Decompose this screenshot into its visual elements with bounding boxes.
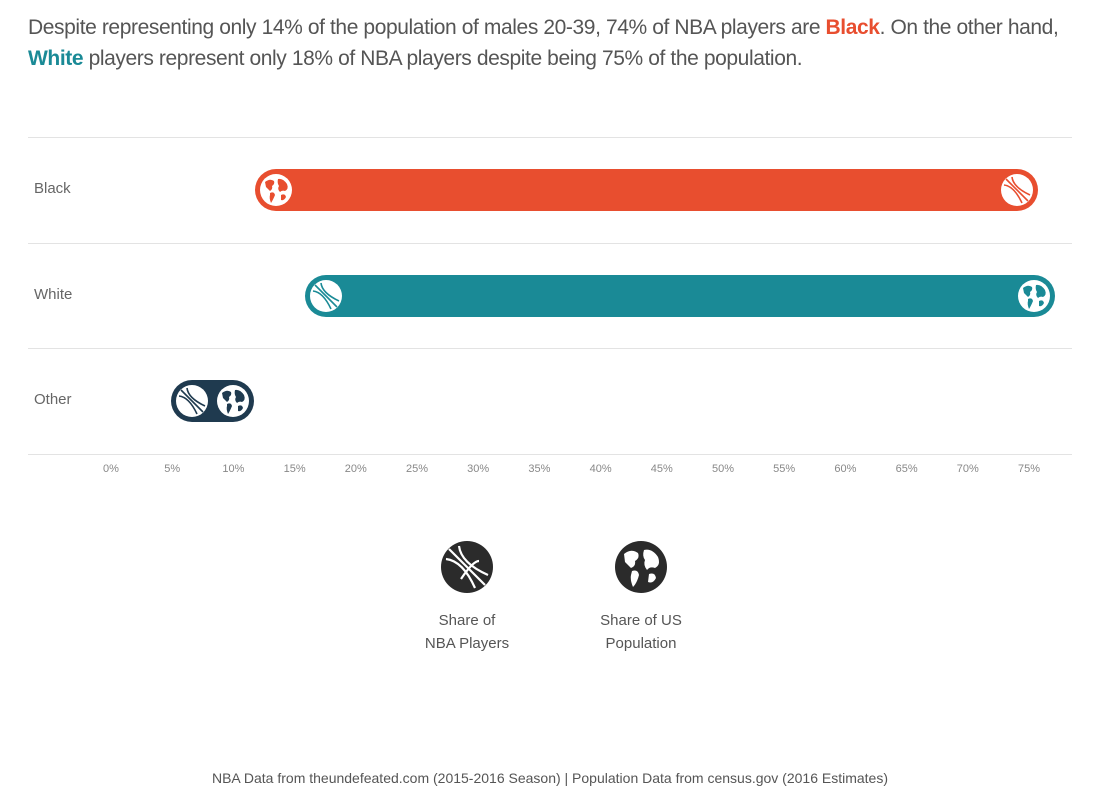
- basketball-icon: [441, 541, 493, 593]
- legend-pop-line1: Share of US: [600, 612, 682, 629]
- row-separator: [28, 243, 1072, 244]
- x-tick-label: 75%: [1017, 463, 1041, 475]
- range-bar-black: [255, 169, 1038, 211]
- x-tick-label: 45%: [650, 463, 673, 475]
- population-share-marker-black: [259, 173, 293, 207]
- legend-nba-players: Share of NBA Players: [387, 540, 547, 655]
- row-label-white: White: [34, 286, 73, 303]
- population-share-marker-other: [216, 384, 250, 418]
- x-tick-label: 70%: [956, 463, 979, 475]
- chart-headline: Despite representing only 14% of the pop…: [28, 12, 1078, 74]
- x-tick-label: 30%: [467, 463, 490, 475]
- row-label-black: Black: [34, 180, 71, 197]
- row-label-other: Other: [34, 391, 72, 408]
- row-separator: [28, 137, 1072, 138]
- x-tick-label: 50%: [711, 463, 735, 475]
- nba-share-marker-black: [1000, 173, 1034, 207]
- x-tick-label: 20%: [344, 463, 367, 475]
- range-bar-white: [305, 275, 1055, 317]
- legend-nba-line2: NBA Players: [424, 635, 510, 652]
- population-share-marker-white: [1017, 279, 1051, 313]
- x-tick-label: 5%: [164, 463, 181, 475]
- headline-black-word: Black: [825, 16, 880, 39]
- x-tick-label: 55%: [773, 463, 796, 475]
- legend-nba-line1: Share of: [438, 612, 496, 629]
- headline-part2: . On the other hand,: [879, 16, 1059, 39]
- row-separator: [28, 454, 1072, 455]
- nba-share-marker-other: [175, 384, 209, 418]
- x-tick-label: 0%: [103, 463, 119, 475]
- x-tick-label: 10%: [222, 463, 245, 475]
- headline-white-word: White: [28, 47, 84, 70]
- row-separator: [28, 348, 1072, 349]
- x-tick-label: 40%: [589, 463, 612, 475]
- headline-part1: Despite representing only 14% of the pop…: [28, 16, 826, 39]
- nba-share-marker-white: [309, 279, 343, 313]
- x-tick-label: 65%: [895, 463, 918, 475]
- source-footer: NBA Data from theundefeated.com (2015-20…: [211, 770, 888, 786]
- legend-pop-line2: Population: [605, 635, 677, 652]
- globe-icon: [615, 541, 667, 593]
- legend-us-population: Share of US Population: [561, 540, 721, 655]
- x-tick-label: 15%: [283, 463, 306, 475]
- headline-part3: players represent only 18% of NBA player…: [83, 47, 803, 70]
- x-tick-label: 35%: [528, 463, 551, 475]
- x-tick-label: 25%: [405, 463, 429, 475]
- x-tick-label: 60%: [834, 463, 857, 475]
